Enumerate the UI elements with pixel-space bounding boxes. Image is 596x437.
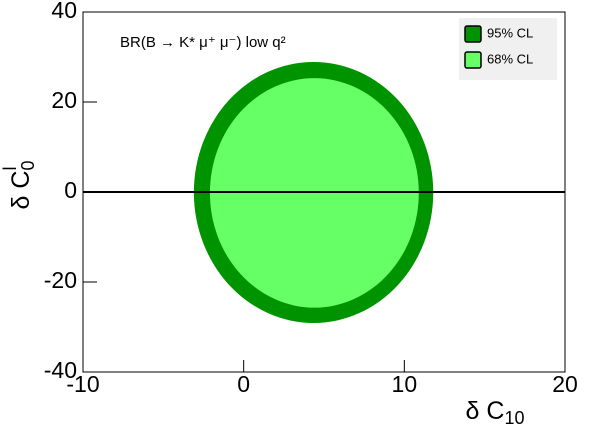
x-axis-label: δ C10 [466,397,525,428]
x-tick-label: 0 [237,371,250,397]
x-tick-label: 20 [552,371,578,397]
legend-label: 95% CL [487,25,533,40]
y-tick-label: 40 [51,0,77,23]
x-label-text: δ C [466,397,505,425]
legend-swatch [464,51,482,69]
y-tick-label: -20 [44,267,77,293]
y-tick-label: -40 [44,357,77,383]
x-tick-label: 10 [392,371,418,397]
annotation: BR(B → K* μ⁺ μ⁻) low q² [120,34,286,51]
y-axis-label: δ C0l [0,161,38,210]
y-tick-label: 20 [51,87,77,113]
y-label-sup: l [0,167,20,171]
x-tick-label: -10 [66,371,99,397]
y-label-sub: 0 [18,161,38,171]
y-tick-label: 0 [64,177,77,203]
legend-label: 68% CL [487,51,533,66]
y-label-text: δ C [7,171,35,210]
legend-swatch [464,25,482,43]
x-label-sub: 10 [504,408,524,428]
